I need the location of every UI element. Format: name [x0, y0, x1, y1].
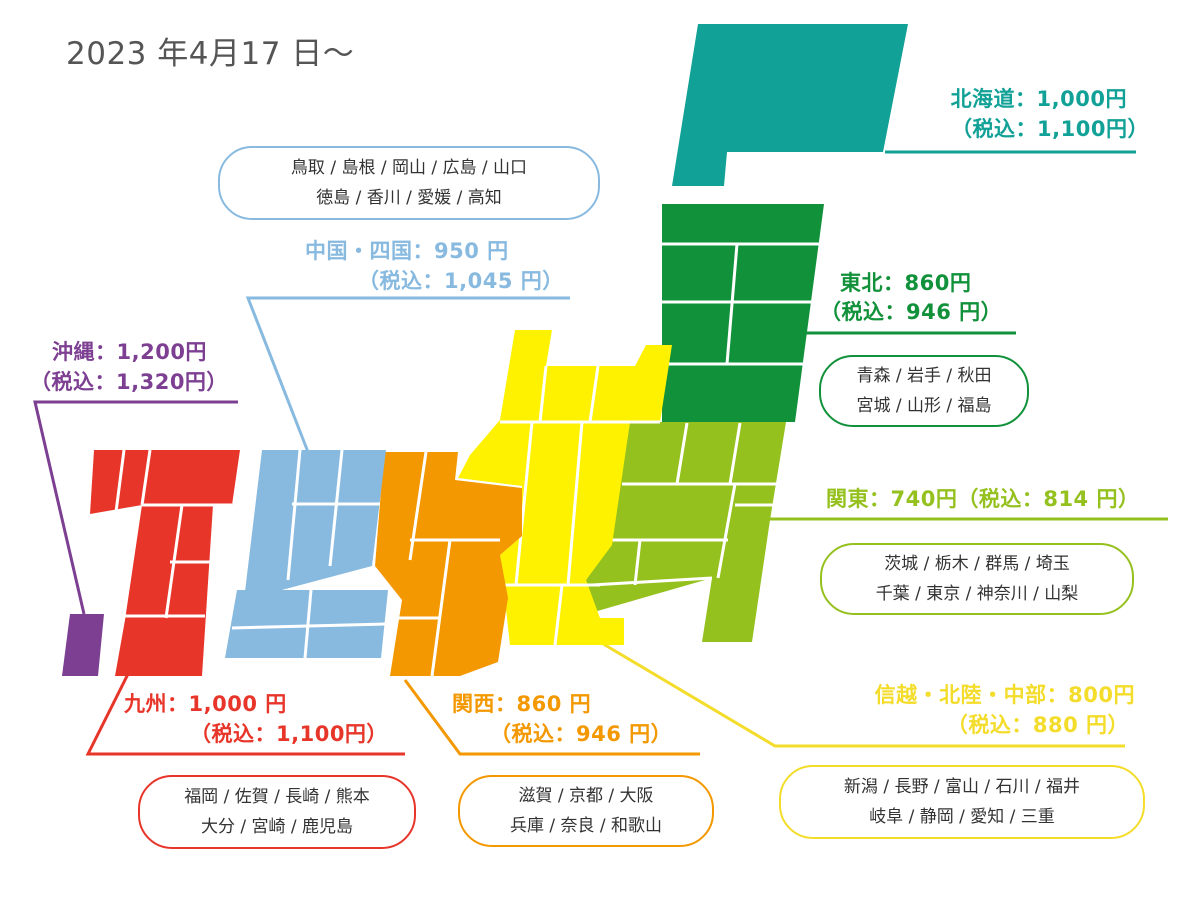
tohoku-tax-price: （税込：946 円） — [820, 300, 1003, 324]
hokkaido-price: 北海道：1,000円 — [950, 87, 1127, 111]
kyushu-prefs-line2: 大分 / 宮崎 / 鹿児島 — [200, 817, 354, 837]
hokkaido-region — [672, 24, 908, 186]
kyushu-region — [90, 450, 240, 676]
chubu-leader-line — [599, 640, 1125, 748]
chugoku-region — [244, 450, 386, 600]
hokkaido-tax-price: （税込：1,100円） — [951, 117, 1149, 141]
tohoku-region — [662, 204, 824, 422]
chubu-prefs-line2: 岐阜 / 静岡 / 愛知 / 三重 — [869, 807, 1055, 827]
kansai-leader-line — [403, 679, 700, 756]
kansai-prefs-line1: 滋賀 / 京都 / 大阪 — [518, 786, 654, 806]
okinawa-tax-price: （税込：1,320円） — [30, 370, 228, 394]
okinawa-region — [62, 614, 104, 676]
chugoku-prefectures-box: 鳥取 / 島根 / 岡山 / 広島 / 山口 徳島 / 香川 / 愛媛 / 高知 — [218, 146, 600, 220]
kanto-prefs-line2: 千葉 / 東京 / 神奈川 / 山梨 — [875, 584, 1079, 604]
kyushu-price: 九州：1,000 円 — [124, 692, 287, 716]
chubu-price: 信越・北陸・中部：800円 — [874, 683, 1135, 707]
kansai-region — [375, 452, 522, 676]
kansai-prefectures-box: 滋賀 / 京都 / 大阪 兵庫 / 奈良 / 和歌山 — [458, 775, 714, 847]
okinawa-price: 沖縄：1,200円 — [52, 340, 207, 364]
kansai-tax-price: （税込：946 円） — [490, 722, 673, 746]
chubu-region — [458, 330, 672, 645]
okinawa-leader-line — [33, 400, 238, 615]
chubu-prefs-line1: 新潟 / 長野 / 富山 / 石川 / 福井 — [843, 777, 1081, 797]
kansai-price: 関西：860 円 — [452, 692, 592, 716]
chubu-prefectures-box: 新潟 / 長野 / 富山 / 石川 / 福井 岐阜 / 静岡 / 愛知 / 三重 — [779, 765, 1145, 839]
tohoku-prefectures-box: 青森 / 岩手 / 秋田 宮城 / 山形 / 福島 — [819, 355, 1029, 427]
kyushu-prefectures-box: 福岡 / 佐賀 / 長崎 / 熊本 大分 / 宮崎 / 鹿児島 — [138, 775, 416, 849]
kanto-region — [586, 422, 786, 642]
kyushu-leader-line — [85, 663, 405, 756]
chugoku-price: 中国・四国：950 円 — [305, 239, 509, 263]
tohoku-price: 東北：860円 — [840, 271, 972, 295]
kyushu-prefs-line1: 福岡 / 佐賀 / 長崎 / 熊本 — [184, 787, 370, 807]
chugoku-prefs-line2: 徳島 / 香川 / 愛媛 / 高知 — [316, 188, 502, 208]
chugoku-leader-line — [245, 296, 570, 453]
kansai-prefs-line2: 兵庫 / 奈良 / 和歌山 — [509, 816, 663, 836]
kyushu-tax-price: （税込：1,100円） — [190, 722, 388, 746]
chubu-tax-price: （税込：880 円） — [946, 713, 1129, 737]
chugoku-tax-price: （税込：1,045 円） — [358, 269, 564, 293]
tohoku-prefs-line1: 青森 / 岩手 / 秋田 — [856, 366, 992, 386]
kanto-price: 関東：740円（税込：814 円） — [826, 487, 1140, 511]
chugoku-prefs-line1: 鳥取 / 島根 / 岡山 / 広島 / 山口 — [290, 158, 528, 178]
kanto-prefs-line1: 茨城 / 栃木 / 群馬 / 埼玉 — [884, 554, 1070, 574]
date-heading: 2023 年4月17 日〜 — [66, 36, 355, 72]
kanto-prefectures-box: 茨城 / 栃木 / 群馬 / 埼玉 千葉 / 東京 / 神奈川 / 山梨 — [820, 543, 1134, 615]
tohoku-prefs-line2: 宮城 / 山形 / 福島 — [856, 396, 992, 416]
